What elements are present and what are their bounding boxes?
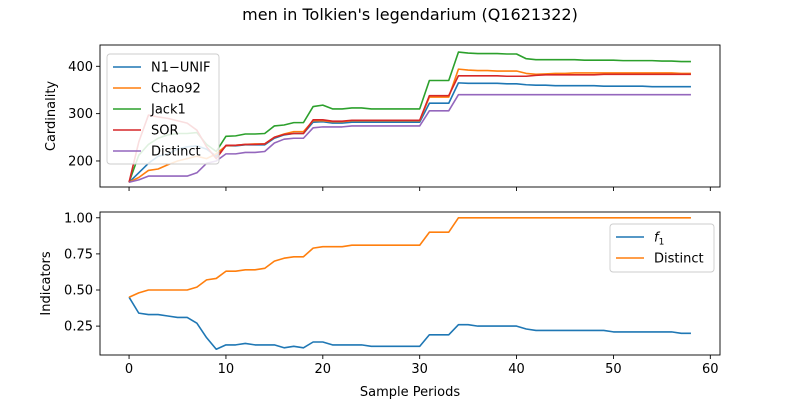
x-tick-label: 50 <box>605 362 622 377</box>
legend-label: Distinct <box>151 145 201 160</box>
chart-title: men in Tolkien's legendarium (Q1621322) <box>242 5 578 24</box>
x-tick-label: 0 <box>125 362 133 377</box>
x-tick-label: 10 <box>218 362 235 377</box>
series-line-0-3 <box>128 73 691 183</box>
y-tick-label: 0.25 <box>64 320 93 335</box>
legend-label: SOR <box>151 124 179 139</box>
x-tick-label: 40 <box>508 362 525 377</box>
y-tick-label: 400 <box>68 60 93 75</box>
y-tick-label: 300 <box>68 107 93 122</box>
legend-label: Chao92 <box>151 82 201 97</box>
y-axis-label: Cardinality <box>44 81 59 152</box>
x-tick-label: 30 <box>411 362 428 377</box>
series-line-1-1 <box>128 216 691 298</box>
plot-frame <box>99 211 721 356</box>
cardinality-panel: 200 300 400 Cardinality N1−UNIF Chao92 Jack1 SO… <box>44 44 721 191</box>
legend: f1 Distinct <box>609 223 715 273</box>
legend: N1−UNIF Chao92 Jack1 SOR Distinct <box>106 53 220 165</box>
legend-label: Distinct <box>654 252 704 267</box>
y-tick-label: 200 <box>68 154 93 169</box>
indicators-panel: 0 10 20 30 40 50 60 0.25 0.50 0.75 1.00 Indicators f… <box>39 211 721 377</box>
y-tick-label: 0.50 <box>64 284 93 299</box>
x-tick-label: 20 <box>315 362 332 377</box>
y-tick-label: 0.75 <box>64 247 93 262</box>
plot-frame <box>99 44 721 188</box>
y-axis-label: Indicators <box>39 251 54 315</box>
x-tick-label: 60 <box>702 362 719 377</box>
legend-label: f1 <box>654 231 664 248</box>
series-line-1-0 <box>128 296 691 351</box>
x-axis-label: Sample Periods <box>360 385 460 400</box>
legend-label: Jack1 <box>150 103 186 118</box>
series-line-0-2 <box>128 51 691 183</box>
y-tick-label: 1.00 <box>64 211 93 226</box>
legend-label: N1−UNIF <box>151 61 210 76</box>
legend-box <box>106 53 220 165</box>
series-line-0-4 <box>128 93 691 184</box>
legend-box <box>609 223 715 273</box>
